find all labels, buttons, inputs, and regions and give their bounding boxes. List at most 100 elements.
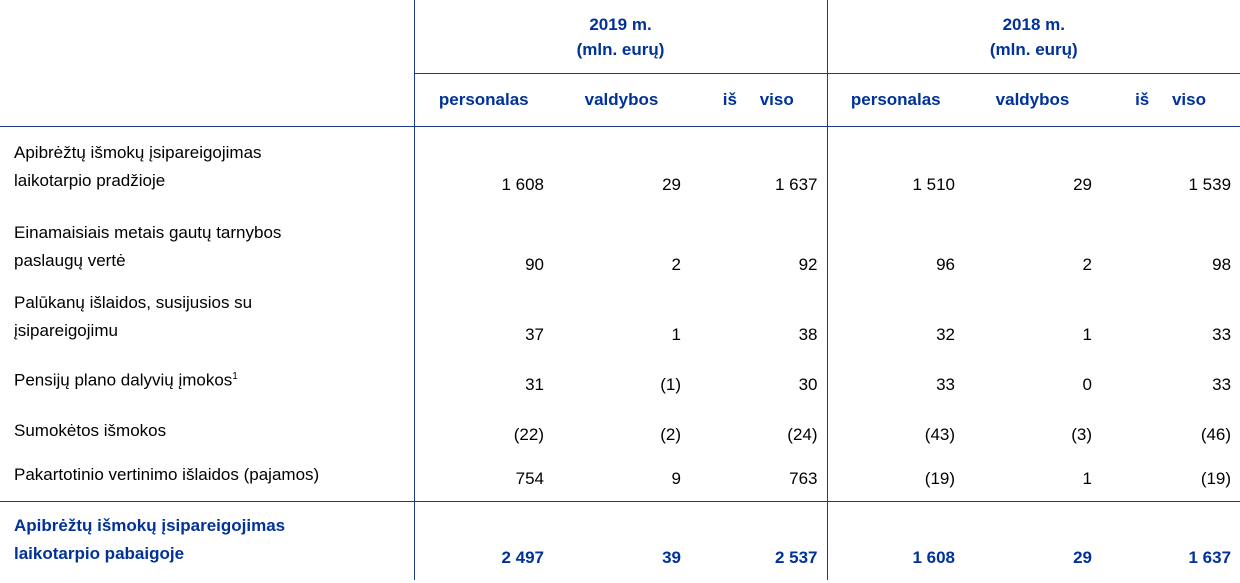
footnote-mark: 1 [232,370,238,382]
value: 98 [1212,254,1232,274]
value-cell: 33 [827,357,964,407]
value-cell: 2 [964,207,1101,287]
label-line: laikotarpio pabaigoje [14,543,185,563]
value: 32 [936,324,956,344]
value: 763 [789,469,818,488]
label-line: Palūkanų išlaidos, susijusios su [14,292,253,312]
column-header: valdybos [964,73,1102,127]
value: (24) [787,424,818,444]
value-cell: 33 [1101,287,1240,357]
column-header: personalas [827,73,965,127]
row-label: Pensijų plano dalyvių įmokos1 [0,356,415,407]
value: 38 [798,324,818,344]
column-title: personalas [438,90,529,109]
value: 9 [671,469,681,488]
value: (46) [1200,424,1232,444]
value: 1 608 [501,174,544,194]
value-cell: 1 608 [414,127,553,207]
group-unit: (mln. eurų) [989,39,1078,59]
value-cell: 92 [690,206,828,287]
value-cell: 96 [827,207,964,287]
label-line: Sumokėtos išmokos [14,420,167,440]
value: 29 [1073,174,1093,194]
value: 754 [515,469,544,488]
value: (1) [660,374,681,394]
row-label: Palūkanų išlaidos, susijusios su įsiparei… [0,286,415,357]
value: 29 [1073,547,1093,567]
value: 1 [1082,324,1093,344]
value-cell: 1 608 [827,501,965,580]
value-cell: 33 [1101,357,1240,407]
row-label: Pakartotinio vertinimo išlaidos (pajamos… [0,456,415,502]
value-cell: 2 537 [690,501,828,580]
data-row: Apibrėžtų išmokų įsipareigojimas laikotar… [0,126,1240,207]
group-year: 2018 m. [1002,14,1065,34]
value: 96 [936,254,956,274]
row-label: Einamaisiais metais gautų tarnybos paslau… [0,206,415,287]
value-cell: (3) [964,407,1101,457]
group-header: 2019 m. (mln. eurų) [414,0,828,74]
value: 39 [662,547,681,567]
column-title: iš viso [722,90,794,109]
label-line: Apibrėžtų išmokų įsipareigojimas [14,142,262,162]
column-header: iš viso [690,73,828,127]
value: 92 [798,254,818,274]
column-title: personalas [850,90,941,109]
value: 31 [525,374,544,394]
value-cell: 1 [553,287,690,357]
value: 2 [1082,254,1093,274]
value-cell: 9 [553,457,690,502]
value: 2 [671,254,681,274]
value: (19) [1200,469,1232,488]
column-title: valdybos [584,90,659,109]
column-title: valdybos [995,90,1070,109]
value-cell: (24) [690,406,828,457]
value-cell: 1 510 [827,127,964,207]
data-row: Palūkanų išlaidos, susijusios su įsiparei… [0,286,1240,357]
value: (43) [924,424,956,444]
value: 1 608 [912,547,956,567]
value-cell: 1 637 [690,126,828,207]
value-cell: 98 [1101,207,1240,287]
group-header-row: 2019 m. (mln. eurų) 2018 m. (mln. eurų) [0,0,1240,74]
label-line: laikotarpio pradžioje [14,170,166,190]
column-header: valdybos [553,73,690,127]
value-cell: 39 [553,501,690,580]
total-row: Apibrėžtų išmokų įsipareigojimas laikotar… [0,501,1240,580]
corner-cell [0,0,415,74]
value: 37 [525,324,544,344]
value-cell: (19) [1101,457,1240,502]
label-line: įsipareigojimu [14,320,118,340]
value: (22) [513,424,544,444]
value-cell: 38 [690,286,828,357]
value-cell: 31 [414,357,553,407]
value: 33 [1212,324,1232,344]
label-line: Apibrėžtų išmokų įsipareigojimas [14,515,286,535]
data-row: Pensijų plano dalyvių įmokos1 31 (1) 30 33 0 3… [0,356,1240,407]
corner-cell [0,73,415,127]
value: 2 497 [501,547,544,567]
value: 1 637 [1188,547,1232,567]
label-line: Pakartotinio vertinimo išlaidos (pajamos… [14,465,320,484]
row-label: Apibrėžtų išmokų įsipareigojimas laikotar… [0,126,415,207]
value-cell: 90 [414,207,553,287]
data-row: Sumokėtos išmokos (22) (2) (24) (43) (3) (46) [0,406,1240,457]
value-cell: (22) [414,407,553,457]
value-cell: 2 [553,207,690,287]
value-cell: (1) [553,357,690,407]
value: 1 637 [774,174,818,194]
value-cell: 30 [690,356,828,407]
value-cell: 2 497 [414,501,553,580]
value: 0 [1082,374,1093,394]
value-cell: (19) [827,457,964,502]
value: (3) [1071,424,1093,444]
value: 30 [798,374,818,394]
value-cell: 29 [964,501,1102,580]
value-cell: 1 [964,287,1101,357]
value-cell: 1 [964,457,1101,502]
value-cell: 29 [553,127,690,207]
value: 29 [662,174,681,194]
